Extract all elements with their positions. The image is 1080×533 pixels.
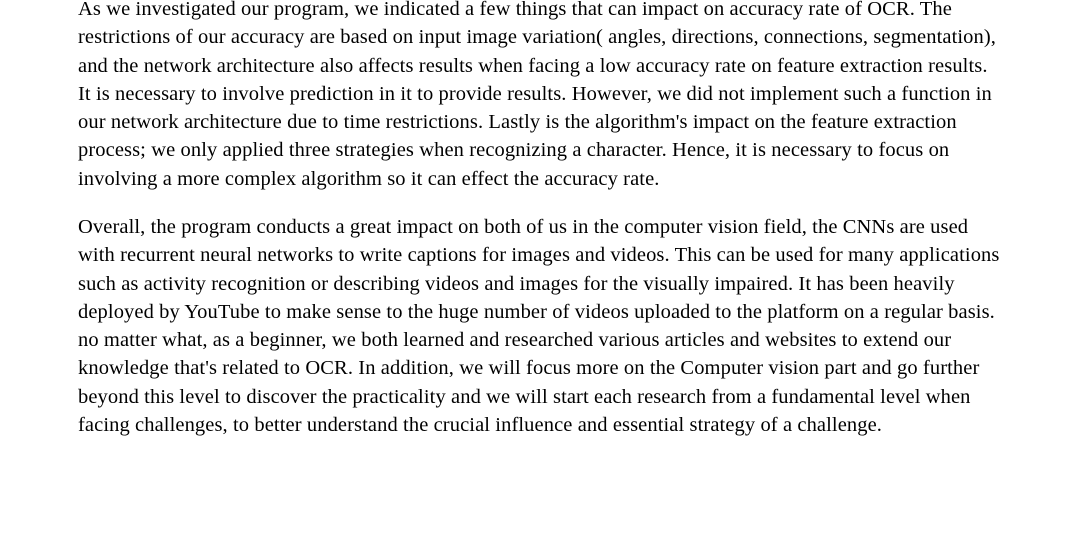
document-container: As we investigated our program, we indic… <box>78 0 1002 439</box>
paragraph-2: Overall, the program conducts a great im… <box>78 213 1002 439</box>
paragraph-1: As we investigated our program, we indic… <box>78 0 1002 193</box>
